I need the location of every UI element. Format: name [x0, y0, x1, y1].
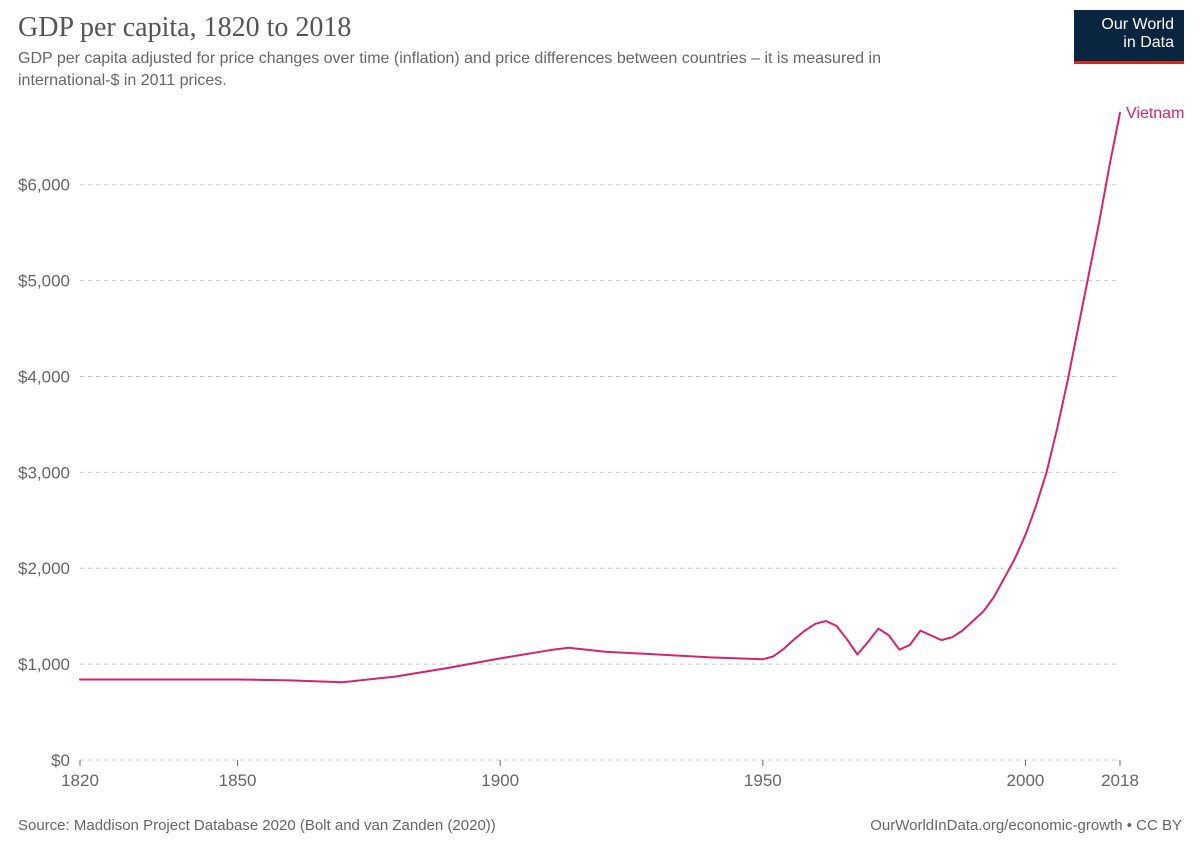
chart-title: GDP per capita, 1820 to 2018 [18, 12, 1182, 44]
owid-logo: Our World in Data [1074, 10, 1184, 64]
logo-underline [1074, 61, 1184, 64]
chart-subtitle: GDP per capita adjusted for price change… [18, 48, 898, 91]
source-text: Source: Maddison Project Database 2020 (… [18, 817, 496, 834]
x-tick-label: 2018 [1101, 771, 1139, 790]
y-tick-label: $5,000 [18, 272, 70, 291]
y-tick-label: $2,000 [18, 559, 70, 578]
chart-area: $0 $1,000 $2,000 $3,000 $4,000 $5,000 $6,000 18… [0, 100, 1200, 800]
series-line-vietnam [80, 113, 1120, 683]
y-tick-label: $6,000 [18, 176, 70, 195]
x-tick-label: 2000 [1007, 771, 1045, 790]
y-tick-label: $0 [51, 751, 70, 770]
chart-svg: $0 $1,000 $2,000 $3,000 $4,000 $5,000 $6,000 18… [0, 100, 1200, 800]
x-tick-label: 1950 [744, 771, 782, 790]
x-tick-label: 1900 [481, 771, 519, 790]
x-tick-label: 1820 [61, 771, 99, 790]
logo-line1: Our World [1084, 16, 1174, 34]
series-label-vietnam: Vietnam [1126, 105, 1184, 122]
x-tick-label: 1850 [219, 771, 257, 790]
y-tick-label: $4,000 [18, 367, 70, 386]
y-tick-label: $1,000 [18, 655, 70, 674]
attribution-text: OurWorldInData.org/economic-growth • CC … [870, 817, 1182, 834]
logo-line2: in Data [1084, 34, 1174, 52]
y-tick-label: $3,000 [18, 463, 70, 482]
